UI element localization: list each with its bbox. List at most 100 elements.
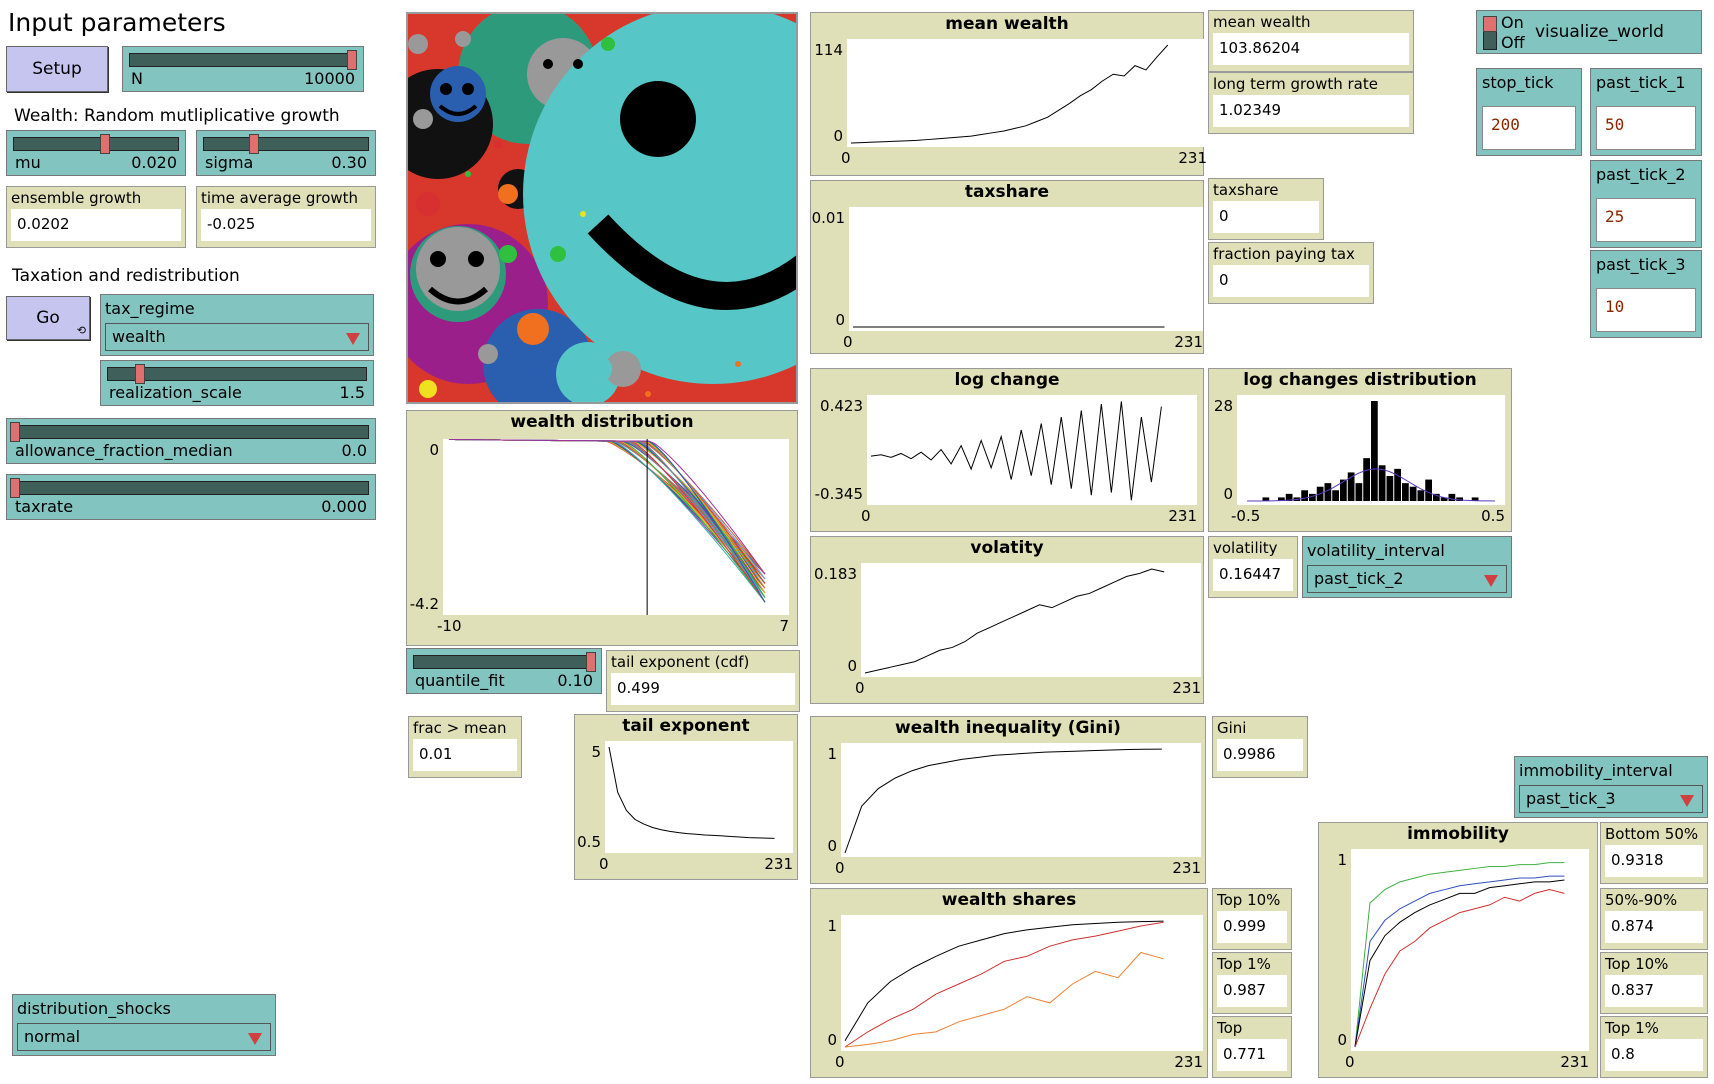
x-tick-min: 0 [835,859,845,877]
taxrate-slider[interactable]: taxrate 0.000 [6,474,376,520]
y-tick-max: 1 [827,917,837,935]
y-tick-min: 0 [827,1031,837,1049]
plot-wealth-inequality: wealth inequality (Gini) 1 0 0 231 [810,716,1206,884]
past-tick-2-input[interactable]: past_tick_2 25 [1590,160,1702,248]
x-tick-max: 231 [1178,149,1207,167]
slider-thumb[interactable] [10,422,20,442]
monitor-label: taxshare [1213,181,1279,199]
histogram-bar [1347,472,1355,501]
agent-small [601,37,615,51]
chooser-value[interactable]: wealth [105,323,369,351]
x-tick-max: 231 [1172,679,1201,697]
visualize-world-switch[interactable]: On Off visualize_world [1476,10,1702,54]
agent-eye [468,251,484,267]
monitor-label: frac > mean [413,719,507,737]
y-tick-min: 0 [847,657,857,675]
plot-area [849,207,1203,331]
allowance-fraction-slider[interactable]: allowance_fraction_median 0.0 [6,418,376,464]
agent-small [499,245,517,263]
immobility-interval-chooser[interactable]: immobility_interval past_tick_3 [1514,756,1708,818]
sigma-slider[interactable]: sigma 0.30 [196,130,376,176]
distribution-line [448,439,766,575]
n-slider[interactable]: N 10000 [122,46,364,92]
monitor-label: Top 10% [1605,955,1669,973]
monitor-label: Top [1217,1019,1243,1037]
slider-thumb[interactable] [134,364,145,384]
world-view[interactable] [406,12,798,404]
setup-button[interactable]: Setup [6,46,108,92]
x-tick-min: 0 [861,507,871,525]
histogram-bar [1409,486,1417,501]
monitor-value: 0.0202 [11,209,181,241]
switch-thumb[interactable] [1483,16,1497,32]
chooser-name: distribution_shocks [17,999,171,1018]
chooser-value[interactable]: past_tick_3 [1519,785,1703,813]
plot-svg [853,326,1165,328]
plot-svg [850,44,1169,144]
mean-wealth-monitor: mean wealth 103.86204 [1208,10,1414,72]
mu-slider[interactable]: mu 0.020 [6,130,186,176]
x-tick-max: 231 [1560,1053,1589,1071]
distribution-line [448,439,766,594]
agent-small [478,344,498,364]
histogram-bar [1440,497,1448,501]
slider-thumb[interactable] [347,50,358,70]
series-line [1354,879,1565,1048]
tax-regime-chooser[interactable]: tax_regime wealth [100,294,374,356]
quantile-fit-slider[interactable]: quantile_fit 0.10 [406,648,602,694]
series-line [1354,889,1565,1048]
series-line [844,920,1164,1041]
go-button[interactable]: Go ⟲ [6,296,90,340]
distribution-shocks-chooser[interactable]: distribution_shocks normal [12,994,276,1056]
top1-monitor: Top 1% 0.987 [1212,952,1292,1014]
agent-circle [416,227,500,311]
realization-scale-slider[interactable]: realization_scale 1.5 [100,360,374,406]
chooser-value[interactable]: normal [17,1023,271,1051]
x-tick-max: 231 [764,855,793,873]
y-tick-min: 0 [835,311,845,329]
slider-thumb[interactable] [100,134,111,154]
histogram-bar [1425,479,1432,501]
input-value[interactable]: 200 [1482,106,1576,150]
slider-thumb[interactable] [10,478,20,498]
slider-name: N [131,69,143,88]
slider-thumb[interactable] [586,652,597,672]
agent-small [517,313,549,345]
slider-track [413,652,597,672]
slider-track [129,50,358,70]
slider-thumb[interactable] [249,134,260,154]
distribution-line [448,439,766,589]
histogram-bar [1332,490,1339,501]
agent-smile [428,286,488,305]
input-value[interactable]: 50 [1596,106,1696,150]
imm-top1-monitor: Top 1% 0.8 [1600,1016,1708,1078]
agent-eye [543,59,553,69]
agent-small [494,140,502,148]
histogram-bar [1433,493,1440,501]
plot-taxshare: taxshare 0.01 0 0 231 [810,180,1204,354]
volatility-interval-chooser[interactable]: volatility_interval past_tick_2 [1302,536,1512,598]
input-value[interactable]: 25 [1596,198,1696,242]
ensemble-growth-monitor: ensemble growth 0.0202 [6,186,186,248]
x-tick-min: -0.5 [1231,507,1261,525]
x-tick-min: -10 [437,617,462,635]
agent-small [455,31,471,47]
past-tick-3-input[interactable]: past_tick_3 10 [1590,250,1702,338]
series-line [1354,862,1565,1048]
past-tick-1-input[interactable]: past_tick_1 50 [1590,68,1702,156]
histogram-bar [1386,476,1394,501]
input-value[interactable]: 10 [1596,288,1696,332]
distribution-line [448,439,766,594]
series-line [844,748,1162,854]
series-line [870,401,1162,501]
histogram-bar [1417,490,1425,501]
plot-title: tail exponent [622,716,750,736]
stop-tick-input[interactable]: stop_tick 200 [1476,68,1582,156]
plot-svg [844,748,1162,854]
chooser-value[interactable]: past_tick_2 [1307,565,1507,593]
y-tick-max: 1 [827,745,837,763]
histogram-bar [1278,497,1285,501]
agent-eye [440,83,452,95]
chooser-name: volatility_interval [1307,541,1445,560]
plot-area [847,39,1207,147]
